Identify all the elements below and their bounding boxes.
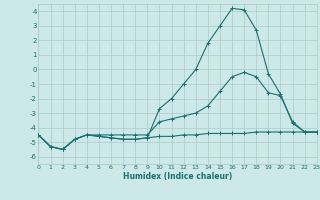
- X-axis label: Humidex (Indice chaleur): Humidex (Indice chaleur): [123, 172, 232, 181]
